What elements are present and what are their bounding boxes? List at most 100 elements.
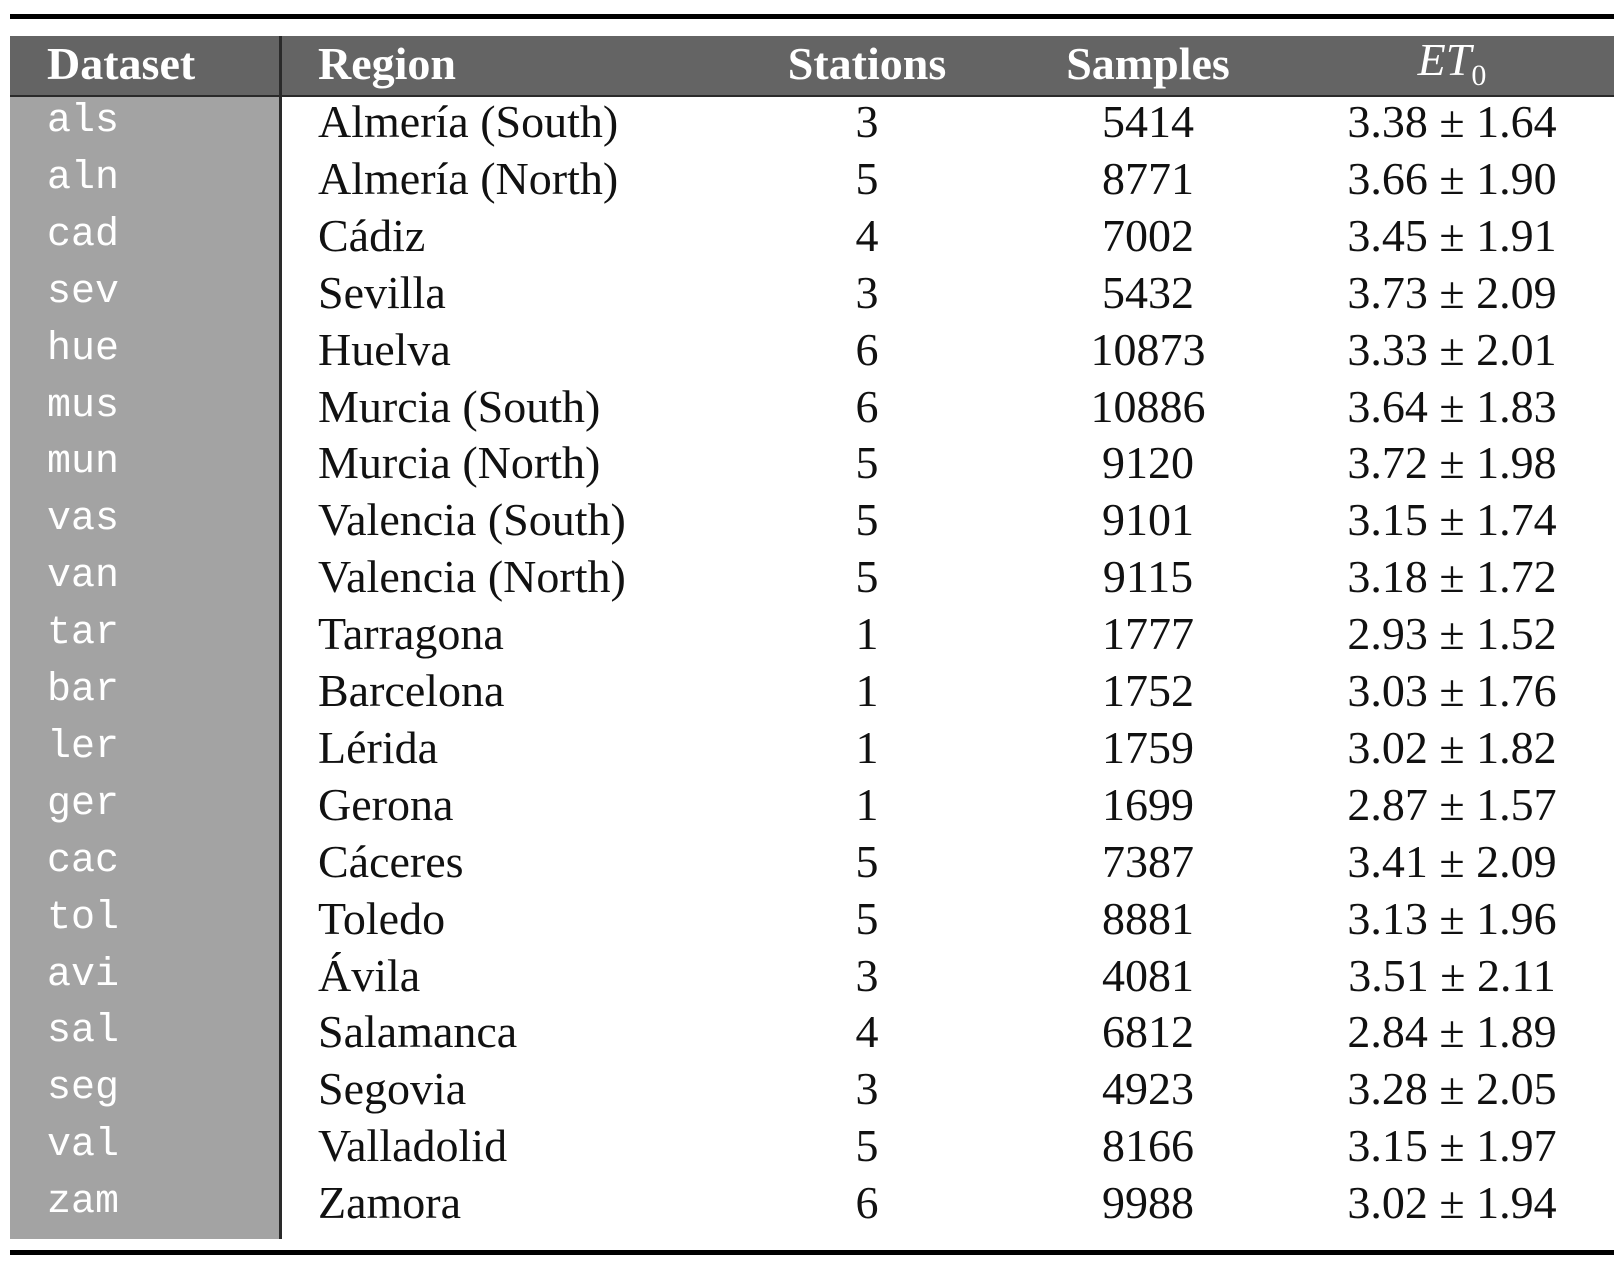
samples-cell: 8771 (1102, 152, 1194, 204)
dataset-cell: avi (47, 952, 120, 998)
et0-cell: 3.13 ± 1.96 (1347, 892, 1557, 944)
dataset-cell: cad (47, 212, 120, 258)
et0-cell: 2.84 ± 1.89 (1347, 1006, 1557, 1058)
samples-cell: 7387 (1102, 835, 1194, 887)
et0-cell: 3.38 ± 1.64 (1347, 96, 1557, 147)
samples-cell: 9988 (1102, 1177, 1194, 1229)
et0-cell: 2.87 ± 1.57 (1347, 778, 1557, 830)
region-cell: Sevilla (318, 266, 446, 318)
et0-cell: 3.02 ± 1.82 (1347, 721, 1557, 773)
header-cell: Region (318, 38, 456, 89)
stations-cell: 6 (855, 380, 879, 432)
region-cell: Almería (North) (318, 152, 619, 204)
stations-cell: 3 (855, 96, 879, 147)
header-cell: Dataset (47, 38, 196, 89)
samples-cell: 6812 (1102, 1006, 1194, 1058)
bottom-rule (10, 1250, 1614, 1255)
header-cell: Samples (1066, 38, 1230, 89)
stations-cell: 4 (855, 209, 879, 261)
region-cell: Cáceres (318, 835, 464, 887)
header-subscript: 0 (1471, 59, 1487, 93)
dataset-cell: vas (47, 497, 120, 543)
stations-cell: 3 (855, 1063, 879, 1115)
dataset-cell: ger (47, 781, 120, 827)
dataset-cell: aln (47, 155, 120, 201)
et0-cell: 3.51 ± 2.11 (1348, 949, 1556, 1001)
dataset-cell: sal (47, 1009, 120, 1055)
region-cell: Valladolid (318, 1120, 508, 1172)
et0-cell: 3.64 ± 1.83 (1347, 380, 1557, 432)
stations-cell: 6 (855, 323, 879, 375)
stations-cell: 1 (855, 608, 879, 660)
dataset-cell: mun (47, 440, 120, 486)
samples-cell: 10873 (1090, 323, 1206, 375)
samples-cell: 4081 (1102, 949, 1194, 1001)
samples-cell: 5432 (1102, 266, 1194, 318)
region-cell: Ávila (318, 949, 421, 1001)
region-cell: Tarragona (318, 608, 504, 660)
et0-cell: 3.41 ± 2.09 (1347, 835, 1557, 887)
et0-cell: 3.33 ± 2.01 (1347, 323, 1557, 375)
dataset-cell: ler (47, 724, 120, 770)
column-divider (279, 36, 282, 1239)
samples-cell: 8881 (1102, 892, 1194, 944)
samples-cell: 1759 (1102, 721, 1194, 773)
et0-cell: 3.15 ± 1.97 (1347, 1120, 1557, 1172)
region-cell: Huelva (318, 323, 451, 375)
region-cell: Almería (South) (318, 96, 619, 147)
dataset-cell: bar (47, 668, 120, 713)
dataset-cell: zam (47, 1180, 120, 1226)
header-rule (10, 95, 1614, 97)
stations-cell: 5 (855, 437, 879, 489)
top-rule (10, 14, 1614, 19)
dataset-cell: tol (47, 895, 120, 941)
region-cell: Valencia (North) (318, 551, 626, 603)
region-cell: Murcia (South) (318, 380, 601, 432)
stations-cell: 5 (855, 551, 879, 603)
et0-cell: 3.66 ± 1.90 (1347, 152, 1557, 204)
dataset-cell: tar (47, 611, 120, 657)
dataset-cell: cac (47, 838, 120, 884)
samples-cell: 9101 (1102, 494, 1194, 546)
stations-cell: 1 (855, 778, 879, 830)
stations-cell: 5 (855, 892, 879, 944)
et0-cell: 3.02 ± 1.94 (1347, 1177, 1557, 1229)
region-cell: Murcia (North) (318, 437, 601, 489)
et0-cell: 3.18 ± 1.72 (1347, 551, 1557, 603)
region-cell: Valencia (South) (318, 494, 626, 546)
header-text: ET (1417, 33, 1472, 85)
samples-cell: 7002 (1102, 209, 1194, 261)
stations-cell: 3 (855, 266, 879, 318)
stations-cell: 1 (855, 721, 879, 773)
dataset-cell: hue (47, 326, 120, 372)
region-cell: Segovia (318, 1063, 467, 1115)
stations-cell: 5 (855, 1120, 879, 1172)
region-cell: Salamanca (318, 1006, 518, 1058)
region-cell: Barcelona (318, 665, 505, 716)
region-cell: Cádiz (318, 209, 426, 261)
stations-cell: 5 (855, 494, 879, 546)
samples-cell: 1777 (1102, 608, 1194, 660)
et0-cell: 3.73 ± 2.09 (1347, 266, 1557, 318)
samples-cell: 10886 (1090, 380, 1206, 432)
region-cell: Lérida (318, 721, 439, 773)
dataset-cell: seg (47, 1066, 120, 1112)
samples-cell: 1752 (1102, 665, 1194, 716)
dataset-cell: sev (47, 269, 120, 315)
et0-cell: 3.45 ± 1.91 (1347, 209, 1557, 261)
et0-cell: 3.28 ± 2.05 (1347, 1063, 1557, 1115)
stations-cell: 1 (855, 665, 879, 716)
dataset-cell: val (47, 1123, 120, 1169)
dataset-cell: als (47, 99, 120, 144)
first-column-background (10, 96, 280, 1239)
stations-cell: 3 (855, 949, 879, 1001)
region-cell: Gerona (318, 778, 454, 830)
header-cell: Stations (787, 38, 947, 89)
header-cell: ET0 (1417, 33, 1487, 93)
stations-cell: 6 (855, 1177, 879, 1229)
samples-cell: 1699 (1102, 778, 1194, 830)
samples-cell: 9120 (1102, 437, 1194, 489)
et0-cell: 3.15 ± 1.74 (1347, 494, 1557, 546)
dataset-cell: mus (47, 383, 120, 429)
